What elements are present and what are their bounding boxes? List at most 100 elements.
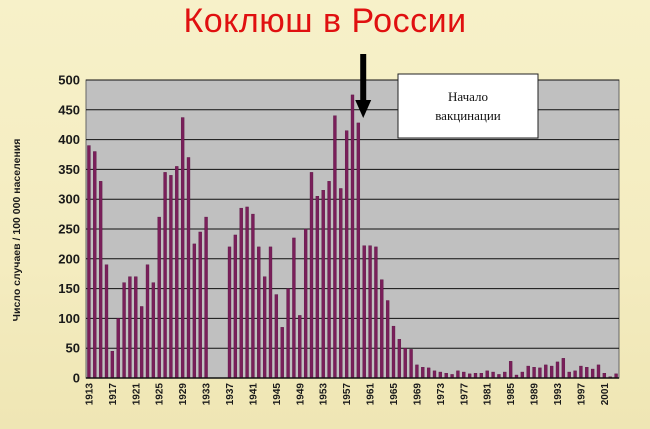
bar [391, 325, 396, 379]
x-tick-label: 1941 [248, 383, 259, 406]
bar [245, 206, 249, 379]
bar [549, 365, 554, 379]
bar [198, 231, 202, 379]
bar [157, 216, 161, 379]
x-tick-label: 1953 [319, 383, 330, 406]
bar [403, 348, 407, 379]
bar [432, 370, 437, 379]
x-tick-label: 1993 [553, 383, 564, 406]
bar [151, 282, 156, 379]
bar [280, 327, 284, 379]
y-axis-label: Число случаев / 100 000 населения [11, 139, 23, 322]
bar [356, 122, 361, 379]
bar [438, 371, 443, 379]
bar [456, 370, 460, 379]
bar [538, 367, 542, 379]
bar [98, 181, 103, 379]
bar [239, 207, 243, 379]
x-tick-label: 1989 [530, 383, 541, 406]
bar [139, 306, 144, 379]
y-tick-label: 200 [58, 251, 80, 266]
y-tick-label: 350 [58, 162, 80, 177]
bar [526, 365, 530, 379]
x-tick-label: 1965 [389, 383, 400, 406]
bar [298, 315, 302, 379]
x-tick-label: 1981 [483, 383, 494, 406]
x-tick-label: 1921 [131, 383, 142, 406]
bar [397, 339, 402, 379]
bar [561, 358, 566, 379]
bar [567, 371, 571, 379]
bar [175, 166, 179, 379]
bar [385, 300, 390, 379]
bar [462, 371, 466, 379]
bar [309, 172, 314, 379]
bar [344, 130, 349, 379]
bar [93, 151, 97, 379]
bar [508, 361, 513, 379]
bar [555, 361, 560, 379]
bar [532, 367, 536, 379]
bar [204, 216, 208, 379]
bar [368, 245, 372, 379]
bar [491, 371, 495, 379]
bar [227, 246, 232, 379]
bar [128, 276, 132, 379]
bar [163, 172, 167, 379]
annotation-text: Начало [448, 89, 488, 104]
bar [134, 276, 138, 379]
annotation: Начало вакцинации [355, 54, 539, 139]
page-title: Коклюш в России [183, 2, 467, 40]
bar [303, 228, 308, 379]
x-tick-label: 1957 [342, 383, 353, 406]
x-tick-label: 1929 [178, 383, 189, 406]
bar [116, 318, 120, 379]
x-tick-label: 1933 [202, 383, 213, 406]
bar [257, 246, 261, 379]
bar [292, 237, 296, 379]
arrow-head [355, 100, 372, 118]
bar [327, 181, 331, 379]
x-tick-label: 1985 [506, 383, 517, 406]
x-tick-label: 1949 [295, 383, 306, 406]
bar [544, 364, 548, 379]
y-tick-label: 450 [58, 102, 80, 117]
bar [409, 349, 413, 379]
bar [503, 371, 507, 379]
bar [286, 288, 290, 379]
y-tick-label: 400 [58, 132, 80, 147]
bar [415, 364, 419, 379]
bar [596, 364, 601, 379]
bar [122, 282, 126, 379]
bar [362, 245, 366, 379]
bar [339, 188, 343, 379]
bar [180, 117, 185, 379]
y-tick-label: 100 [58, 311, 80, 326]
bar [421, 367, 425, 379]
bar [426, 367, 431, 379]
bar [485, 370, 489, 379]
y-tick-label: 50 [66, 341, 80, 356]
bar [350, 94, 355, 379]
x-tick-label: 1961 [366, 383, 377, 406]
bar [374, 246, 378, 379]
bar [233, 234, 238, 379]
bar [579, 365, 583, 379]
x-tick-label: 1945 [272, 383, 283, 406]
annotation-box [397, 73, 539, 139]
x-tick-label: 1913 [84, 383, 95, 406]
bar [110, 350, 115, 379]
y-tick-label: 300 [58, 192, 80, 207]
bar [590, 368, 595, 379]
y-tick-label: 250 [58, 222, 80, 237]
bar [520, 371, 525, 379]
bar [192, 243, 197, 379]
bar [251, 213, 255, 379]
x-tick-label: 1997 [576, 383, 587, 406]
x-tick-label: 1969 [412, 383, 423, 406]
y-tick-label: 500 [58, 73, 80, 88]
x-tick-label: 1925 [155, 383, 166, 406]
x-tick-label: 1917 [108, 383, 119, 406]
x-tick-label: 2001 [600, 383, 611, 406]
